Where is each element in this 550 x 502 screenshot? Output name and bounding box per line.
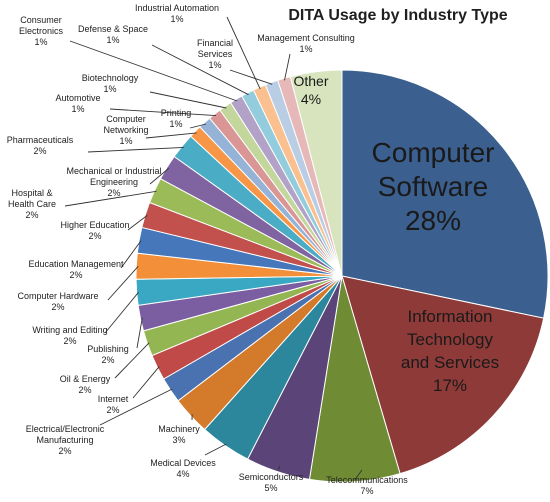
leader-line: [114, 342, 150, 379]
leader-line: [127, 215, 148, 231]
slice-label: Consumer Electronics 1%: [19, 15, 64, 47]
leader-lines: [64, 16, 363, 480]
slice-label: Telecommunications 7%: [326, 475, 408, 496]
leader-line: [136, 317, 143, 349]
slice-label: Other 4%: [293, 73, 328, 107]
leader-line: [189, 123, 207, 129]
leader-line: [64, 190, 157, 207]
slice-label: Defense & Space 1%: [78, 24, 148, 45]
slice-label: Mechanical or Industrial Engineering 2%: [66, 166, 161, 198]
slice-label: Pharmaceuticals 2%: [7, 135, 74, 156]
slice-label: Printing 1%: [161, 108, 192, 129]
leader-line: [120, 240, 142, 269]
leader-line: [107, 265, 139, 301]
pie-slice: [341, 275, 545, 475]
leader-line: [151, 44, 249, 96]
slice-label: Computer Software 28%: [372, 137, 495, 236]
slice-label: Semiconductors 5%: [239, 472, 304, 493]
slice-label: Biotechnology 1%: [82, 73, 139, 94]
leader-line: [145, 132, 197, 139]
leader-line: [149, 168, 169, 185]
leader-line: [277, 465, 281, 470]
leader-line: [226, 16, 261, 90]
chart-title: DITA Usage by Industry Type: [288, 7, 507, 24]
slice-label: Information Technology and Services 17%: [401, 307, 499, 395]
leader-line: [87, 146, 184, 153]
slice-label: Financial Services 1%: [197, 38, 233, 70]
leader-line: [284, 53, 291, 81]
leader-line: [99, 388, 173, 426]
slice-label: Electrical/Electronic Manufacturing 2%: [26, 424, 105, 456]
slice-label: Writing and Editing 2%: [32, 325, 107, 346]
slice-label: Education Management 2%: [28, 259, 124, 280]
slice-label: Management Consulting 1%: [257, 33, 355, 54]
slice-label: Automotive 1%: [55, 93, 100, 114]
slice-label: Hospital & Health Care 2%: [8, 188, 56, 220]
slice-label: Machinery 3%: [158, 424, 200, 445]
slice-label: Internet 2%: [98, 394, 129, 415]
slice-label: Industrial Automation 1%: [135, 3, 219, 24]
leader-line: [229, 69, 273, 85]
slice-labels: Computer Software 28% Information Technology…: [7, 3, 499, 496]
leader-line: [69, 40, 238, 102]
leader-line: [204, 443, 227, 456]
pie-slice: [341, 69, 549, 319]
slice-label: Computer Networking 1%: [103, 114, 148, 146]
pie-slices: [135, 69, 549, 483]
slice-label: Oil & Energy 2%: [60, 374, 111, 395]
slice-label: Computer Hardware 2%: [17, 291, 98, 312]
leader-line: [109, 108, 216, 117]
leader-line: [149, 91, 227, 109]
leader-line: [354, 469, 363, 480]
pie-slice: [289, 69, 343, 277]
slice-label: Higher Education 2%: [60, 220, 129, 241]
leader-line: [104, 291, 139, 334]
slice-label: Medical Devices 4%: [150, 458, 216, 479]
leader-line: [132, 366, 160, 399]
slice-label: Publishing 2%: [87, 344, 129, 365]
